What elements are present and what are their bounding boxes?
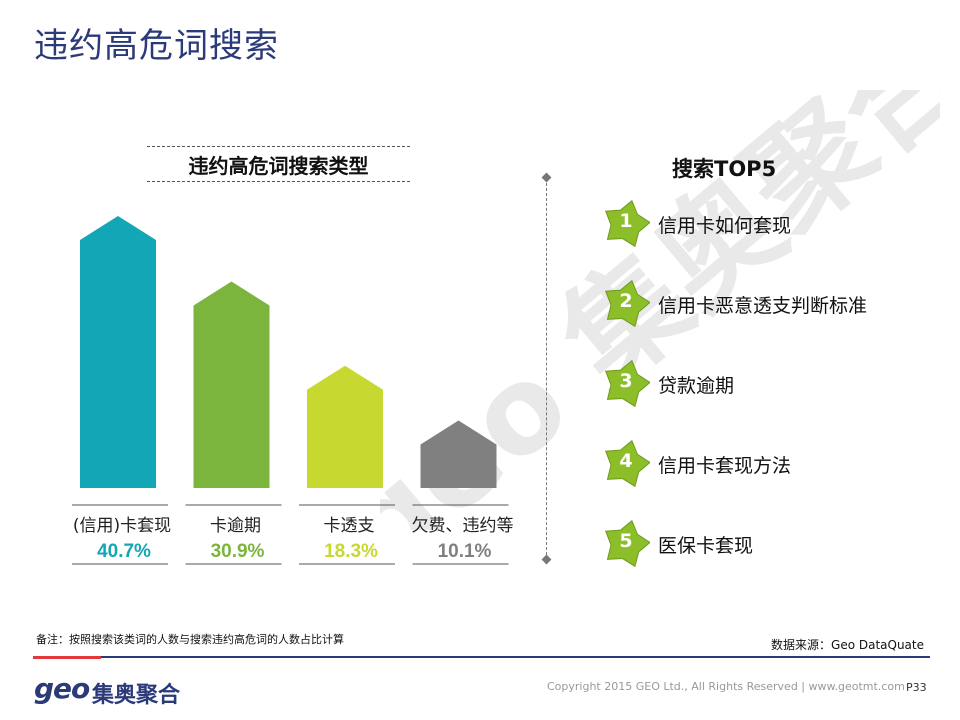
top5-label: 贷款逾期 (658, 375, 735, 397)
category-label: 卡透支 (324, 516, 375, 536)
bar-3 (307, 365, 383, 488)
rank-number: 4 (619, 450, 633, 472)
section-divider (546, 178, 547, 560)
bar-4 (420, 420, 497, 488)
category-label: (信用)卡套现 (73, 516, 171, 536)
rank-number: 2 (619, 290, 633, 312)
chart-title: 违约高危词搜索类型 (188, 154, 369, 178)
chart-title-frame: 违约高危词搜索类型 (147, 146, 410, 182)
top5-label: 信用卡恶意透支判断标准 (658, 295, 868, 317)
star-badge-icon (604, 360, 650, 408)
footer-rule (101, 656, 930, 658)
star-badge-icon (604, 280, 650, 328)
logo-latin: geo (34, 672, 90, 705)
top5-title: 搜索TOP5 (672, 157, 777, 181)
rank-number: 5 (619, 530, 633, 552)
rank-number: 1 (619, 210, 633, 232)
star-badge-icon (604, 520, 650, 568)
star-badge-icon (604, 440, 650, 488)
value-label: 30.9% (211, 541, 265, 562)
value-label: 40.7% (97, 541, 151, 562)
copyright: Copyright 2015 GEO Ltd., All Rights Rese… (547, 680, 905, 693)
footer-rule-accent (33, 656, 101, 659)
rank-number: 3 (619, 370, 633, 392)
top5-label: 医保卡套现 (658, 535, 754, 557)
top5-label: 信用卡套现方法 (658, 455, 792, 477)
category-label: 欠费、违约等 (412, 516, 514, 536)
bar-2 (193, 281, 270, 488)
logo-chinese: 集奥聚合 (92, 683, 181, 708)
page-title: 违约高危词搜索 (34, 26, 279, 66)
value-label: 10.1% (438, 541, 492, 562)
category-label: 卡逾期 (210, 516, 261, 536)
bar-chart: (信用)卡套现 40.7% 卡逾期 30.9% 卡透支 18.3% 欠费、违约等 10.1% (72, 216, 514, 565)
divider-cap-top (541, 172, 552, 183)
value-label: 18.3% (324, 541, 378, 562)
footnote: 备注：按照搜索该类词的人数与搜索违约高危词的人数占比计算 (36, 633, 344, 646)
data-source: 数据来源：Geo DataQuate (771, 638, 924, 652)
star-badge-icon (604, 200, 650, 248)
divider-cap-bottom (541, 554, 552, 565)
top5-label: 信用卡如何套现 (658, 215, 792, 237)
bar-1 (80, 216, 156, 488)
page-number: P33 (906, 681, 927, 694)
